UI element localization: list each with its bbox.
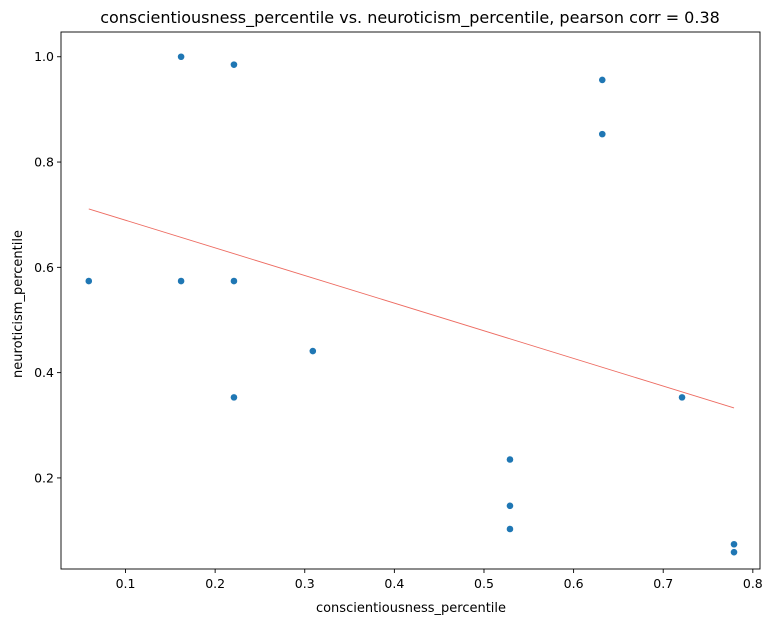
x-tick-label: 0.5 bbox=[474, 576, 494, 591]
chart-title: conscientiousness_percentile vs. neuroti… bbox=[100, 8, 720, 28]
scatter-point bbox=[177, 277, 185, 285]
axes: 0.1 0.2 0.3 0.4 0.5 0.6 0.7 0.8 0.2 0.4 0.6 0.8 1.0 bbox=[34, 31, 763, 591]
scatter-point bbox=[84, 277, 93, 285]
y-tick-label: 0.6 bbox=[34, 260, 54, 275]
trend-line-group bbox=[88, 208, 735, 409]
y-tick-label: 0.8 bbox=[34, 155, 54, 170]
plot-frame bbox=[60, 31, 761, 570]
scatter-point bbox=[506, 455, 514, 464]
y-tick-label: 1.0 bbox=[34, 49, 54, 64]
x-tick-label: 0.4 bbox=[384, 576, 404, 591]
x-tick-label: 0.1 bbox=[116, 576, 136, 591]
scatter-point bbox=[730, 548, 738, 557]
scatter-point bbox=[230, 60, 238, 69]
scatter-point bbox=[177, 52, 185, 61]
scatter-point bbox=[308, 347, 317, 355]
scatter-point bbox=[506, 525, 514, 533]
x-tick-label: 0.6 bbox=[564, 576, 584, 591]
scatter-point bbox=[230, 393, 238, 402]
scatter-point bbox=[230, 277, 238, 285]
y-tick-label: 0.2 bbox=[34, 470, 54, 485]
scatter-point bbox=[678, 393, 686, 402]
scatter-point bbox=[598, 76, 607, 84]
scatter-points bbox=[84, 52, 738, 557]
scatter-point bbox=[730, 540, 738, 549]
x-tick-label: 0.3 bbox=[295, 576, 315, 591]
x-tick-label: 0.7 bbox=[653, 576, 673, 591]
x-axis-label: conscientiousness_percentile bbox=[316, 601, 506, 616]
scatter-point bbox=[598, 130, 607, 139]
scatter-point bbox=[506, 501, 514, 510]
y-axis-label: neuroticism_percentile bbox=[11, 230, 26, 378]
trend-line bbox=[88, 208, 735, 409]
x-tick-label: 0.8 bbox=[743, 576, 763, 591]
x-tick-label: 0.2 bbox=[205, 576, 225, 591]
y-tick-label: 0.4 bbox=[34, 365, 54, 380]
